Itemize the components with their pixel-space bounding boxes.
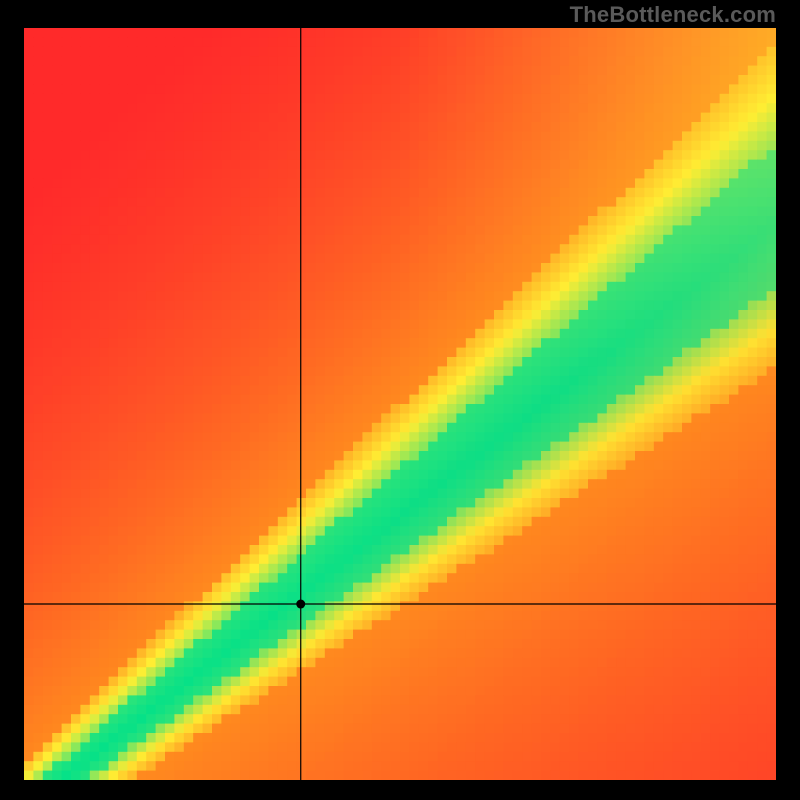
heatmap-svg [24, 28, 776, 780]
chart-container: TheBottleneck.com [0, 0, 800, 800]
heatmap-cells [24, 28, 776, 780]
heatmap-plot [24, 28, 776, 780]
watermark-text: TheBottleneck.com [570, 2, 776, 28]
